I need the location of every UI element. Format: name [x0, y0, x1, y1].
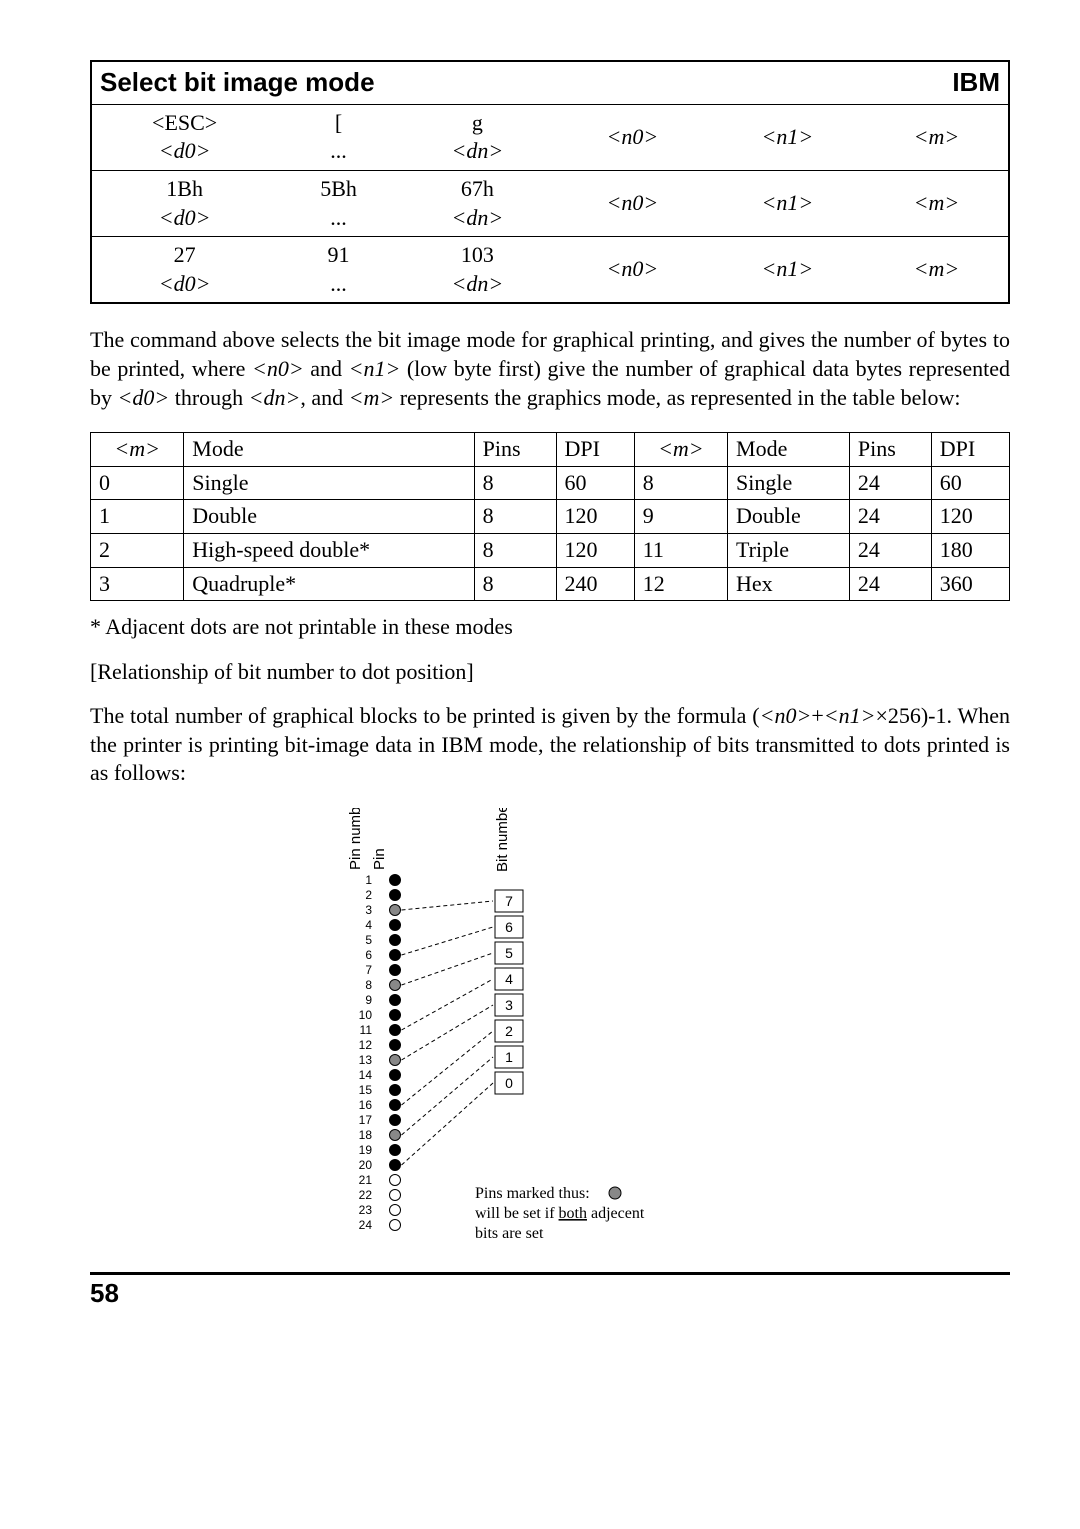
ct-r0-c0: <ESC> <d0>	[91, 104, 277, 170]
ct-r2-c1: 91 ...	[277, 237, 400, 304]
svg-text:7: 7	[505, 893, 513, 909]
svg-text:1: 1	[505, 1049, 513, 1065]
command-table-title: Select bit image mode	[91, 61, 865, 104]
ct-r0-c4: <n1>	[710, 104, 865, 170]
mode-table: <m> Mode Pins DPI <m> Mode Pins DPI 0Sin…	[90, 432, 1010, 601]
svg-text:3: 3	[365, 903, 372, 917]
ct-r2-c5: <m>	[865, 237, 1009, 304]
svg-text:17: 17	[359, 1113, 373, 1127]
svg-text:18: 18	[359, 1128, 373, 1142]
svg-text:23: 23	[359, 1203, 373, 1217]
svg-text:2: 2	[365, 888, 372, 902]
svg-text:Pin: Pin	[371, 848, 388, 870]
ct-r0-c1: [ ...	[277, 104, 400, 170]
ct-r1-c4: <n1>	[710, 170, 865, 236]
svg-text:Bit number: Bit number	[494, 808, 511, 872]
svg-text:bits are set: bits are set	[475, 1225, 544, 1242]
svg-text:9: 9	[365, 993, 372, 1007]
svg-text:15: 15	[359, 1083, 373, 1097]
svg-text:6: 6	[505, 919, 513, 935]
svg-text:8: 8	[365, 978, 372, 992]
svg-text:13: 13	[359, 1053, 373, 1067]
svg-text:19: 19	[359, 1143, 373, 1157]
ct-r2-c3: <n0>	[555, 237, 710, 304]
subheading: [Relationship of bit number to dot posit…	[90, 658, 1010, 687]
mode-row-3: 3Quadruple*8240 12Hex24360	[91, 567, 1010, 601]
svg-text:4: 4	[505, 971, 513, 987]
svg-text:11: 11	[360, 1023, 373, 1037]
ct-r0-c3: <n0>	[555, 104, 710, 170]
command-table: Select bit image mode IBM <ESC> <d0> [ .…	[90, 60, 1010, 304]
svg-text:will be set if both adjecent: will be set if both adjecent	[475, 1205, 645, 1222]
svg-text:21: 21	[359, 1173, 373, 1187]
svg-text:Pins marked thus:: Pins marked thus:	[475, 1185, 590, 1202]
mode-row-0: 0Single860 8Single2460	[91, 466, 1010, 500]
svg-text:0: 0	[505, 1075, 513, 1091]
svg-text:Pin number: Pin number	[347, 808, 364, 870]
svg-text:2: 2	[505, 1023, 513, 1039]
svg-text:16: 16	[359, 1098, 373, 1112]
pin-diagram: Pin numberPin123456789101112131415161718…	[90, 808, 1010, 1248]
svg-text:3: 3	[505, 997, 513, 1013]
svg-text:5: 5	[365, 933, 372, 947]
mode-row-1: 1Double8120 9Double24120	[91, 500, 1010, 534]
ct-r1-c5: <m>	[865, 170, 1009, 236]
ct-r0-c5: <m>	[865, 104, 1009, 170]
page-number: 58	[90, 1272, 1010, 1311]
mode-row-2: 2High-speed double*8120 11Triple24180	[91, 533, 1010, 567]
svg-text:20: 20	[359, 1158, 373, 1172]
mode-table-header-row: <m> Mode Pins DPI <m> Mode Pins DPI	[91, 433, 1010, 467]
ct-r2-c2: 103 <dn>	[400, 237, 555, 304]
ct-r0-c2: g <dn>	[400, 104, 555, 170]
svg-text:14: 14	[359, 1068, 373, 1082]
svg-text:6: 6	[365, 948, 372, 962]
ct-r1-c3: <n0>	[555, 170, 710, 236]
ct-r1-c0: 1Bh <d0>	[91, 170, 277, 236]
ct-r1-c1: 5Bh ...	[277, 170, 400, 236]
svg-text:4: 4	[365, 918, 372, 932]
ct-r2-c4: <n1>	[710, 237, 865, 304]
svg-text:7: 7	[365, 963, 372, 977]
footnote: * Adjacent dots are not printable in the…	[90, 613, 1010, 642]
command-table-right: IBM	[865, 61, 1009, 104]
paragraph-1: The command above selects the bit image …	[90, 326, 1010, 412]
ct-r2-c0: 27 <d0>	[91, 237, 277, 304]
svg-text:10: 10	[359, 1008, 373, 1022]
ct-r1-c2: 67h <dn>	[400, 170, 555, 236]
paragraph-2: The total number of graphical blocks to …	[90, 702, 1010, 788]
svg-text:22: 22	[359, 1188, 373, 1202]
svg-text:12: 12	[359, 1038, 373, 1052]
svg-text:24: 24	[359, 1218, 373, 1232]
svg-text:1: 1	[365, 873, 372, 887]
svg-text:5: 5	[505, 945, 513, 961]
